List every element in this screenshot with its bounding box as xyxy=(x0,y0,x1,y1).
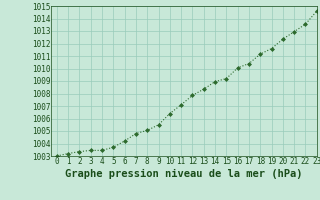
X-axis label: Graphe pression niveau de la mer (hPa): Graphe pression niveau de la mer (hPa) xyxy=(65,168,303,179)
